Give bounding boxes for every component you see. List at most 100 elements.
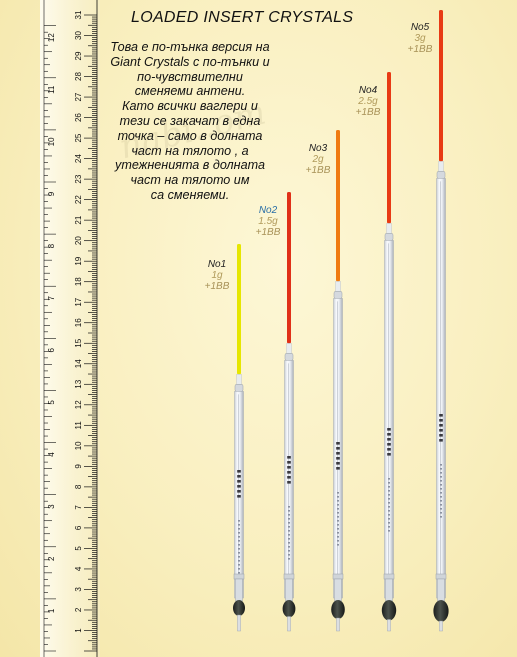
description-line: са сменяеми.	[150, 187, 230, 202]
float-printed-text	[288, 546, 290, 548]
float-collar	[284, 353, 294, 361]
float-label-weight: 2.5g	[358, 96, 378, 107]
float-body	[234, 391, 244, 599]
float-collar	[333, 291, 343, 299]
float-printed-text	[288, 530, 290, 532]
float-printed-marks	[387, 433, 391, 436]
description-line: част на тялото , а	[131, 143, 249, 158]
float-body	[384, 240, 394, 599]
float-printed-marks	[336, 467, 340, 470]
float-printed-text	[238, 556, 240, 558]
float-stem	[385, 578, 393, 602]
ruler-cm-label: 28	[74, 72, 83, 81]
float-printed-text	[337, 512, 339, 514]
ruler-cm-label: 22	[74, 195, 83, 204]
float-printed-text	[337, 544, 339, 546]
float-printed-marks	[336, 457, 340, 460]
ruler-cm-label: 31	[74, 10, 83, 19]
float-antenna-tip	[287, 192, 291, 344]
float-printed-text	[337, 536, 339, 538]
float-label-no-label: No4	[358, 85, 378, 96]
ruler-inch-label: 3	[47, 504, 56, 509]
ruler-cm-label: 14	[74, 359, 83, 368]
float-printed-text	[440, 464, 442, 466]
float-printed-text	[388, 530, 390, 532]
float-printed-marks	[439, 439, 443, 442]
ruler-cm-label: 10	[74, 441, 83, 450]
ruler-cm-label: 18	[74, 277, 83, 286]
float-5	[433, 10, 449, 632]
float-3	[331, 130, 345, 632]
float-collar	[234, 384, 244, 392]
float-printed-text	[337, 540, 339, 542]
float-2	[282, 192, 296, 632]
float-printed-text	[388, 478, 390, 480]
float-stem	[285, 578, 293, 602]
float-eye-stem	[387, 619, 391, 632]
ruler-cm-label: 2	[74, 607, 83, 612]
description-line: Като всички ваглери и	[122, 99, 258, 114]
float-printed-marks	[287, 456, 291, 459]
float-printed-text	[388, 494, 390, 496]
ruler-cm-label: 19	[74, 256, 83, 265]
ruler-cm-label: 13	[74, 379, 83, 388]
float-printed-marks	[387, 428, 391, 431]
ruler-inch-label: 8	[47, 243, 56, 248]
float-printed-text	[440, 504, 442, 506]
float-lower-ring	[435, 573, 447, 580]
float-eye-stem	[237, 614, 241, 632]
float-printed-text	[238, 520, 240, 522]
float-label-shot: +1BB	[204, 281, 230, 292]
float-printed-text	[440, 512, 442, 514]
float-printed-marks	[237, 490, 241, 493]
float-antenna-insert	[438, 161, 444, 172]
float-printed-text	[440, 508, 442, 510]
float-lower-ring	[332, 573, 344, 580]
float-printed-text	[238, 572, 240, 574]
float-printed-text	[288, 510, 290, 512]
float-interchangeable-weight	[381, 600, 397, 621]
description-line: сменяеми антени.	[134, 84, 246, 99]
ruler-cm-label: 12	[74, 400, 83, 409]
float-printed-text	[288, 550, 290, 552]
float-printed-text	[337, 508, 339, 510]
float-printed-text	[288, 506, 290, 508]
float-printed-text	[288, 518, 290, 520]
ruler-strip	[40, 0, 100, 657]
ruler-cm-label: 6	[74, 525, 83, 530]
float-printed-text	[388, 502, 390, 504]
float-printed-text	[288, 558, 290, 560]
float-interchangeable-weight	[282, 600, 296, 618]
float-collar	[436, 171, 446, 179]
float-printed-marks	[387, 453, 391, 456]
float-printed-marks	[237, 475, 241, 478]
float-set	[233, 10, 449, 632]
float-label-shot: +1BB	[407, 44, 433, 55]
float-label-weight: 2g	[312, 154, 324, 165]
ruler-inch-label: 10	[47, 137, 56, 146]
ruler-cm-label: 26	[74, 113, 83, 122]
float-printed-text	[440, 488, 442, 490]
float-printed-marks	[287, 466, 291, 469]
float-printed-text	[388, 510, 390, 512]
float-printed-text	[388, 486, 390, 488]
float-printed-text	[238, 564, 240, 566]
float-printed-marks	[336, 442, 340, 445]
float-printed-marks	[287, 471, 291, 474]
float-label-no-label: No1	[207, 259, 227, 270]
float-printed-text	[337, 492, 339, 494]
description-line: утежненията в долната	[115, 158, 265, 173]
float-printed-marks	[287, 461, 291, 464]
float-interchangeable-weight	[331, 600, 345, 619]
float-printed-text	[337, 496, 339, 498]
ruler-inch-label: 9	[47, 191, 56, 196]
float-antenna-insert	[386, 223, 392, 234]
ruler-cm-label: 24	[74, 154, 83, 163]
float-antenna-tip	[336, 130, 340, 282]
ruler-cm-label: 9	[74, 464, 83, 469]
ruler-inch-label: 2	[47, 556, 56, 561]
ruler-cm-label: 4	[74, 566, 83, 571]
float-printed-text	[238, 568, 240, 570]
float-eye-stem	[439, 620, 443, 632]
ruler-cm-label: 16	[74, 318, 83, 327]
